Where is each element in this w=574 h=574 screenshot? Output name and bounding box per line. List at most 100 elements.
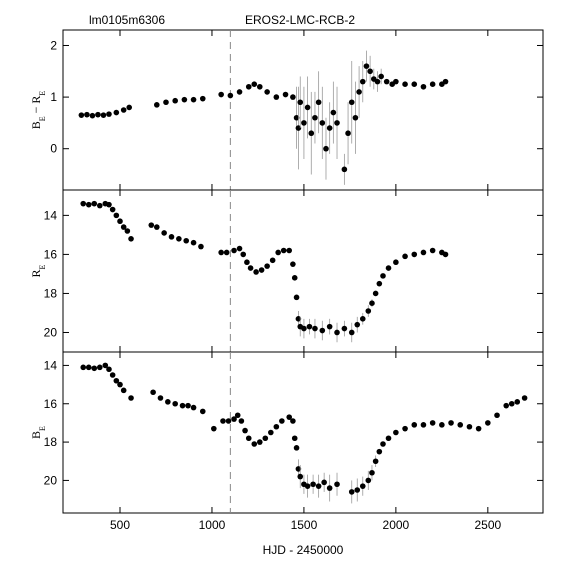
data-point [402, 81, 408, 87]
data-point [106, 201, 112, 208]
x-axis-label: HJD - 2450000 [263, 543, 344, 557]
data-point [183, 237, 190, 244]
x-tick-label: 2500 [474, 518, 501, 532]
data-point [220, 418, 226, 424]
data-point [372, 290, 379, 297]
data-point [372, 458, 379, 465]
data-point [369, 300, 375, 307]
data-point [304, 104, 311, 111]
data-point [334, 120, 340, 126]
data-point [238, 418, 245, 424]
data-point [117, 218, 123, 225]
data-point [306, 323, 313, 330]
data-point [323, 145, 329, 152]
data-point [326, 323, 333, 330]
data-point [359, 78, 366, 85]
data-point [190, 96, 197, 103]
chart-subtitle: lm0105m6306 [89, 13, 165, 27]
data-point [374, 78, 381, 85]
data-point [120, 224, 127, 230]
data-point [286, 247, 293, 254]
data-point [240, 251, 247, 258]
data-point [521, 395, 528, 401]
data-point [439, 422, 445, 428]
data-point [256, 439, 263, 445]
data-point [402, 253, 408, 260]
data-point [199, 95, 206, 102]
data-point [96, 202, 103, 209]
y-tick-label: 18 [44, 435, 58, 449]
y-tick-label: 16 [44, 247, 58, 261]
data-point [304, 483, 311, 489]
data-point [293, 445, 300, 451]
data-point [218, 91, 224, 98]
data-point [345, 130, 351, 137]
data-point [442, 78, 449, 85]
data-point [245, 83, 252, 90]
data-point [376, 280, 383, 287]
data-point [334, 481, 340, 488]
data-point [80, 200, 87, 207]
y-label-part: E [38, 264, 47, 269]
data-point [330, 109, 337, 116]
data-point [508, 400, 515, 407]
data-point [429, 247, 436, 254]
x-tick-label: 2000 [383, 518, 410, 532]
data-point [448, 420, 454, 426]
data-point [411, 81, 418, 87]
data-point [420, 83, 427, 90]
data-point [290, 261, 296, 267]
data-point [91, 200, 98, 207]
data-point [429, 420, 436, 426]
data-point [247, 265, 254, 271]
data-point [161, 230, 167, 236]
data-point [348, 99, 355, 106]
data-point [295, 125, 302, 131]
data-point [365, 477, 372, 484]
data-point [168, 234, 175, 240]
data-point [291, 435, 298, 442]
data-point [466, 423, 473, 430]
y-label-part: R [29, 96, 43, 104]
data-point [290, 418, 296, 424]
data-point [485, 420, 491, 426]
data-point [172, 400, 178, 407]
data-point [420, 422, 427, 428]
data-point [124, 228, 131, 234]
y-tick-label: 2 [50, 38, 57, 52]
data-point [176, 235, 182, 242]
data-point [96, 364, 103, 371]
data-point [117, 381, 123, 388]
data-point [348, 329, 355, 336]
data-point [258, 267, 265, 273]
data-point [411, 422, 418, 428]
data-point [291, 275, 298, 281]
data-point [411, 251, 418, 258]
data-point [385, 265, 392, 271]
data-point [290, 94, 296, 100]
data-point [113, 212, 120, 219]
data-point [376, 448, 383, 455]
data-point [85, 364, 92, 371]
data-point [273, 423, 280, 430]
data-point [268, 429, 274, 436]
y-label-part: R [29, 269, 43, 277]
y-axis-label: BE [29, 426, 47, 439]
data-point [393, 429, 399, 436]
data-point [225, 418, 232, 424]
data-point [172, 97, 178, 104]
data-point [109, 206, 116, 213]
data-point [275, 249, 281, 256]
data-point [308, 130, 315, 137]
data-point [475, 425, 482, 432]
data-point [190, 404, 197, 411]
data-point [402, 425, 408, 432]
data-point [280, 247, 287, 254]
data-point [165, 399, 171, 405]
data-point [211, 425, 217, 432]
data-point [106, 111, 112, 117]
data-point [334, 329, 340, 336]
data-point [295, 316, 302, 322]
data-point [365, 308, 372, 314]
